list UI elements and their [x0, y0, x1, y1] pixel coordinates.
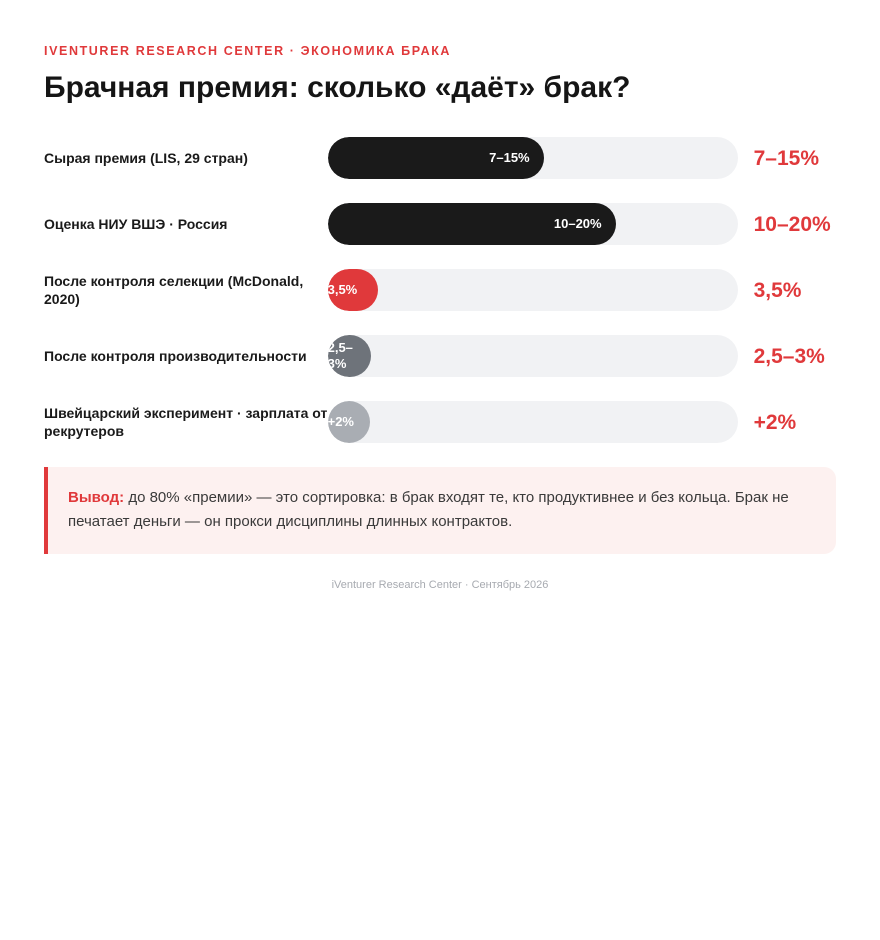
bar-value-label: 7–15%	[753, 146, 819, 170]
bar-inner-label: 10–20%	[553, 216, 602, 231]
bar: +2%	[327, 401, 370, 443]
chart-row: После контроля селекции (McDonald, 2020)…	[44, 269, 836, 311]
bar-track: +2%	[327, 401, 738, 443]
category-label: После контроля селекции (McDonald, 2020)	[44, 273, 304, 307]
bar: 7–15%	[327, 137, 544, 179]
bar: 3,5%	[327, 269, 378, 311]
bar: 2,5–3%	[327, 335, 371, 377]
category-label: Оценка НИУ ВШЭ · Россия	[44, 216, 228, 232]
footer: iVenturer Research Center · Сентябрь 202…	[331, 579, 549, 591]
category-label: После контроля производительности	[44, 348, 307, 364]
bar-value-label: 3,5%	[753, 278, 802, 302]
bar-value-label: 2,5–3%	[753, 344, 825, 368]
bar-value-label: 10–20%	[753, 212, 831, 236]
category-label: Швейцарский эксперимент · зарплата от ре…	[44, 405, 328, 439]
kicker: iVenturer Research Center · Экономика бр…	[44, 44, 452, 58]
category-label: Сырая премия (LIS, 29 стран)	[44, 150, 248, 166]
chart-row: Оценка НИУ ВШЭ · Россия 10–20% 10–20%	[44, 203, 836, 245]
bar-value-label: +2%	[753, 410, 797, 434]
page-title: Брачная премия: сколько «даёт» брак?	[44, 71, 631, 104]
conclusion-lead: Вывод:	[68, 489, 125, 506]
conclusion-note: Вывод: до 80% «премии» — это сортировка:…	[44, 467, 836, 554]
bar-track: 3,5%	[327, 269, 738, 311]
bar-track: 7–15%	[327, 137, 738, 179]
chart-row: После контроля производительности 2,5–3% 2…	[44, 335, 836, 377]
chart-row: Сырая премия (LIS, 29 стран) 7–15% 7–15%	[44, 137, 836, 179]
bar-track: 2,5–3%	[327, 335, 738, 377]
bar-track: 10–20%	[327, 203, 738, 245]
bar-inner-label: 2,5–3%	[327, 340, 353, 371]
conclusion-text: до 80% «премии» — это сортировка: в брак…	[68, 489, 789, 530]
chart-row: Швейцарский эксперимент · зарплата от ре…	[44, 401, 836, 443]
page: iVenturer Research Center · Экономика бр…	[44, 44, 836, 591]
bar-inner-label: 3,5%	[327, 282, 358, 297]
bar-inner-label: 7–15%	[489, 150, 530, 165]
bar: 10–20%	[327, 203, 616, 245]
bar-chart: Сырая премия (LIS, 29 стран) 7–15% 7–15% Оц…	[44, 137, 836, 443]
bar-inner-label: +2%	[327, 414, 354, 429]
